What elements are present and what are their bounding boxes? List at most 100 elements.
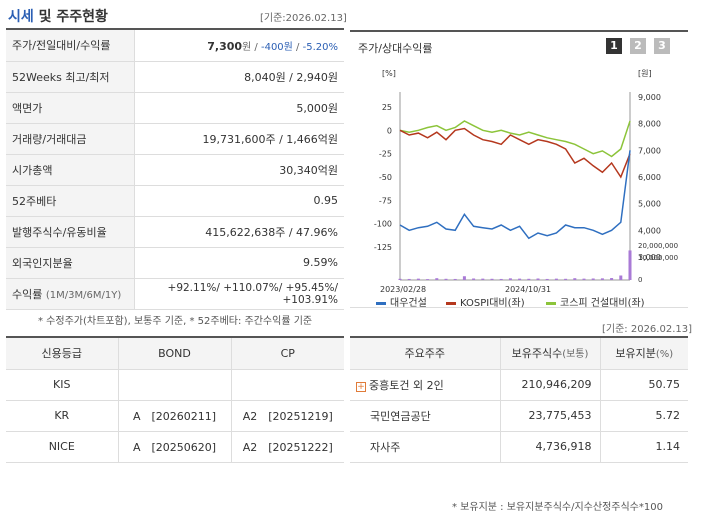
right-axis-unit: [원] — [638, 69, 652, 78]
row-value: 415,622,638주 / 47.96% — [134, 216, 344, 248]
right-tick-label: 9,000 — [638, 93, 661, 102]
volume-bar — [582, 278, 586, 280]
right-tick-label: 8,000 — [638, 120, 661, 129]
chart-page-2-button[interactable]: 2 — [630, 38, 646, 54]
column-header: BOND — [118, 337, 232, 370]
volume-bar — [536, 278, 540, 280]
volume-bar — [398, 278, 402, 280]
table-row: 52주베타 0.95 — [6, 185, 344, 217]
returns-value: +92.11%/ +110.07%/ +95.45%/ +103.91% — [134, 278, 344, 310]
holder-pct: 5.72 — [600, 400, 688, 432]
construction-relative-series-line — [399, 120, 631, 158]
table-row: 액면가 5,000원 — [6, 92, 344, 124]
volume-bar — [435, 278, 439, 280]
legend-price-label: 대우건설 — [390, 297, 427, 308]
expand-icon[interactable]: + — [356, 381, 366, 392]
volume-bar — [545, 278, 549, 280]
volume-bar — [508, 278, 512, 280]
right-tick-label: 6,000 — [638, 173, 661, 182]
column-header: 신용등급 — [6, 337, 119, 370]
holder-pct: 1.14 — [600, 431, 688, 463]
volume-bar — [426, 279, 430, 280]
table-row: 국민연금공단 23,775,453 5.72 — [350, 400, 688, 432]
left-tick-label: 0 — [387, 126, 392, 135]
chart-title: 주가/상대수익률 — [358, 42, 433, 55]
legend-price-swatch — [376, 302, 386, 305]
left-tick-label: -125 — [374, 243, 392, 252]
cp-cell: A2 [20251222] — [231, 431, 344, 463]
table-header-row: 신용등급 BOND CP — [6, 337, 344, 370]
current-price: 7,300 — [207, 39, 243, 53]
legend-construction-swatch — [546, 302, 556, 305]
right-tick-label: 3,000 — [638, 253, 661, 262]
volume-bar — [407, 278, 411, 280]
table-row: KIS — [6, 369, 344, 401]
holders-base-date: [기준: 2026.02.13] — [602, 324, 693, 335]
table-row: NICE A [20250620] A2 [20251222] — [6, 431, 344, 463]
volume-bar — [518, 278, 522, 280]
volume-bar — [610, 278, 614, 280]
legend-kospi-label: KOSPI대비(좌) — [460, 297, 525, 308]
row-value: 30,340억원 — [134, 154, 344, 186]
left-axis-unit: [%] — [382, 69, 396, 78]
left-tick-label: -25 — [379, 150, 392, 159]
legend-kospi-swatch — [446, 302, 456, 305]
row-label: 시가총액 — [6, 154, 135, 186]
credit-rating-table: 신용등급 BOND CP KIS KR A [20260211] A2 [20251… — [6, 336, 344, 463]
bond-cell: A [20260211] — [118, 400, 232, 432]
volume-bar — [416, 278, 420, 280]
table-row: 발행주식수/유동비율 415,622,638주 / 47.96% — [6, 216, 344, 248]
page-title: 시세 및 주주현황 — [8, 9, 108, 25]
holders-note: * 보유지분 : 보유지분주식수/지수산정주식수*100 — [452, 502, 663, 513]
row-value: 0.95 — [134, 185, 344, 217]
table-row: 시가총액 30,340억원 — [6, 154, 344, 186]
chart-page-3-button[interactable]: 3 — [654, 38, 670, 54]
holder-shares: 23,775,453 — [500, 400, 601, 432]
volume-bar — [462, 276, 466, 280]
volume-bar — [619, 275, 623, 280]
holder-shares: 210,946,209 — [500, 369, 601, 401]
left-tick-label: -75 — [379, 196, 392, 205]
price-note: * 수정주가(차트포함), 보통주 기준, * 52주베타: 주간수익률 기준 — [38, 316, 313, 327]
price-series-line — [399, 150, 631, 240]
volume-bar — [554, 278, 558, 280]
row-label: 거래량/거래대금 — [6, 123, 135, 155]
right-tick-label: 4,000 — [638, 226, 661, 235]
bond-cell: A [20250620] — [118, 431, 232, 463]
holder-name: 자사주 — [350, 431, 501, 463]
volume-bar — [490, 278, 494, 280]
price-info-table: 주가/전일대비/수익률 7,300원 / -400원 / -5.20% 52We… — [6, 30, 344, 310]
volume-bar — [628, 250, 632, 280]
column-header: 보유지분 — [615, 347, 656, 361]
base-date: [기준:2026.02.13] — [260, 13, 347, 24]
left-tick-label: 25 — [382, 103, 392, 112]
cp-cell: A2 [20251219] — [231, 400, 344, 432]
volume-tick-label: 0 — [638, 276, 642, 284]
row-label: 외국인지분율 — [6, 247, 135, 279]
table-row: 52Weeks 최고/최저 8,040원 / 2,940원 — [6, 61, 344, 93]
volume-bar — [481, 278, 485, 280]
table-row: 외국인지분율 9.59% — [6, 247, 344, 279]
holder-name: 중흥토건 외 2인 — [369, 378, 444, 392]
table-row: + 중흥토건 외 2인 210,946,209 50.75 — [350, 369, 688, 401]
holder-shares: 4,736,918 — [500, 431, 601, 463]
row-value: 19,731,600주 / 1,466억원 — [134, 123, 344, 155]
row-label: 52Weeks 최고/최저 — [6, 61, 135, 93]
volume-bar — [527, 278, 531, 280]
right-tick-label: 5,000 — [638, 200, 661, 209]
table-row: 거래량/거래대금 19,731,600주 / 1,466억원 — [6, 123, 344, 155]
row-value: 8,040원 / 2,940원 — [134, 61, 344, 93]
table-header-row: 주요주주 보유주식수(보통) 보유지분(%) — [350, 337, 688, 370]
row-label: 수익률 — [12, 287, 43, 301]
row-label: 주가/전일대비/수익률 — [6, 30, 135, 62]
agency-cell: KIS — [6, 369, 119, 401]
row-value: 9.59% — [134, 247, 344, 279]
chart-page-1-button[interactable]: 1 — [606, 38, 622, 54]
right-tick-label: 7,000 — [638, 146, 661, 155]
table-row: 주가/전일대비/수익률 7,300원 / -400원 / -5.20% — [6, 30, 344, 62]
row-value: 5,000원 — [134, 92, 344, 124]
divider — [6, 28, 344, 30]
volume-bar — [600, 278, 604, 280]
table-row: 자사주 4,736,918 1.14 — [350, 431, 688, 463]
volume-bar — [444, 278, 448, 280]
